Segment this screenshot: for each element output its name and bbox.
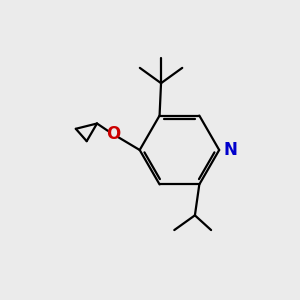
Text: N: N bbox=[223, 141, 237, 159]
Text: O: O bbox=[106, 125, 120, 143]
